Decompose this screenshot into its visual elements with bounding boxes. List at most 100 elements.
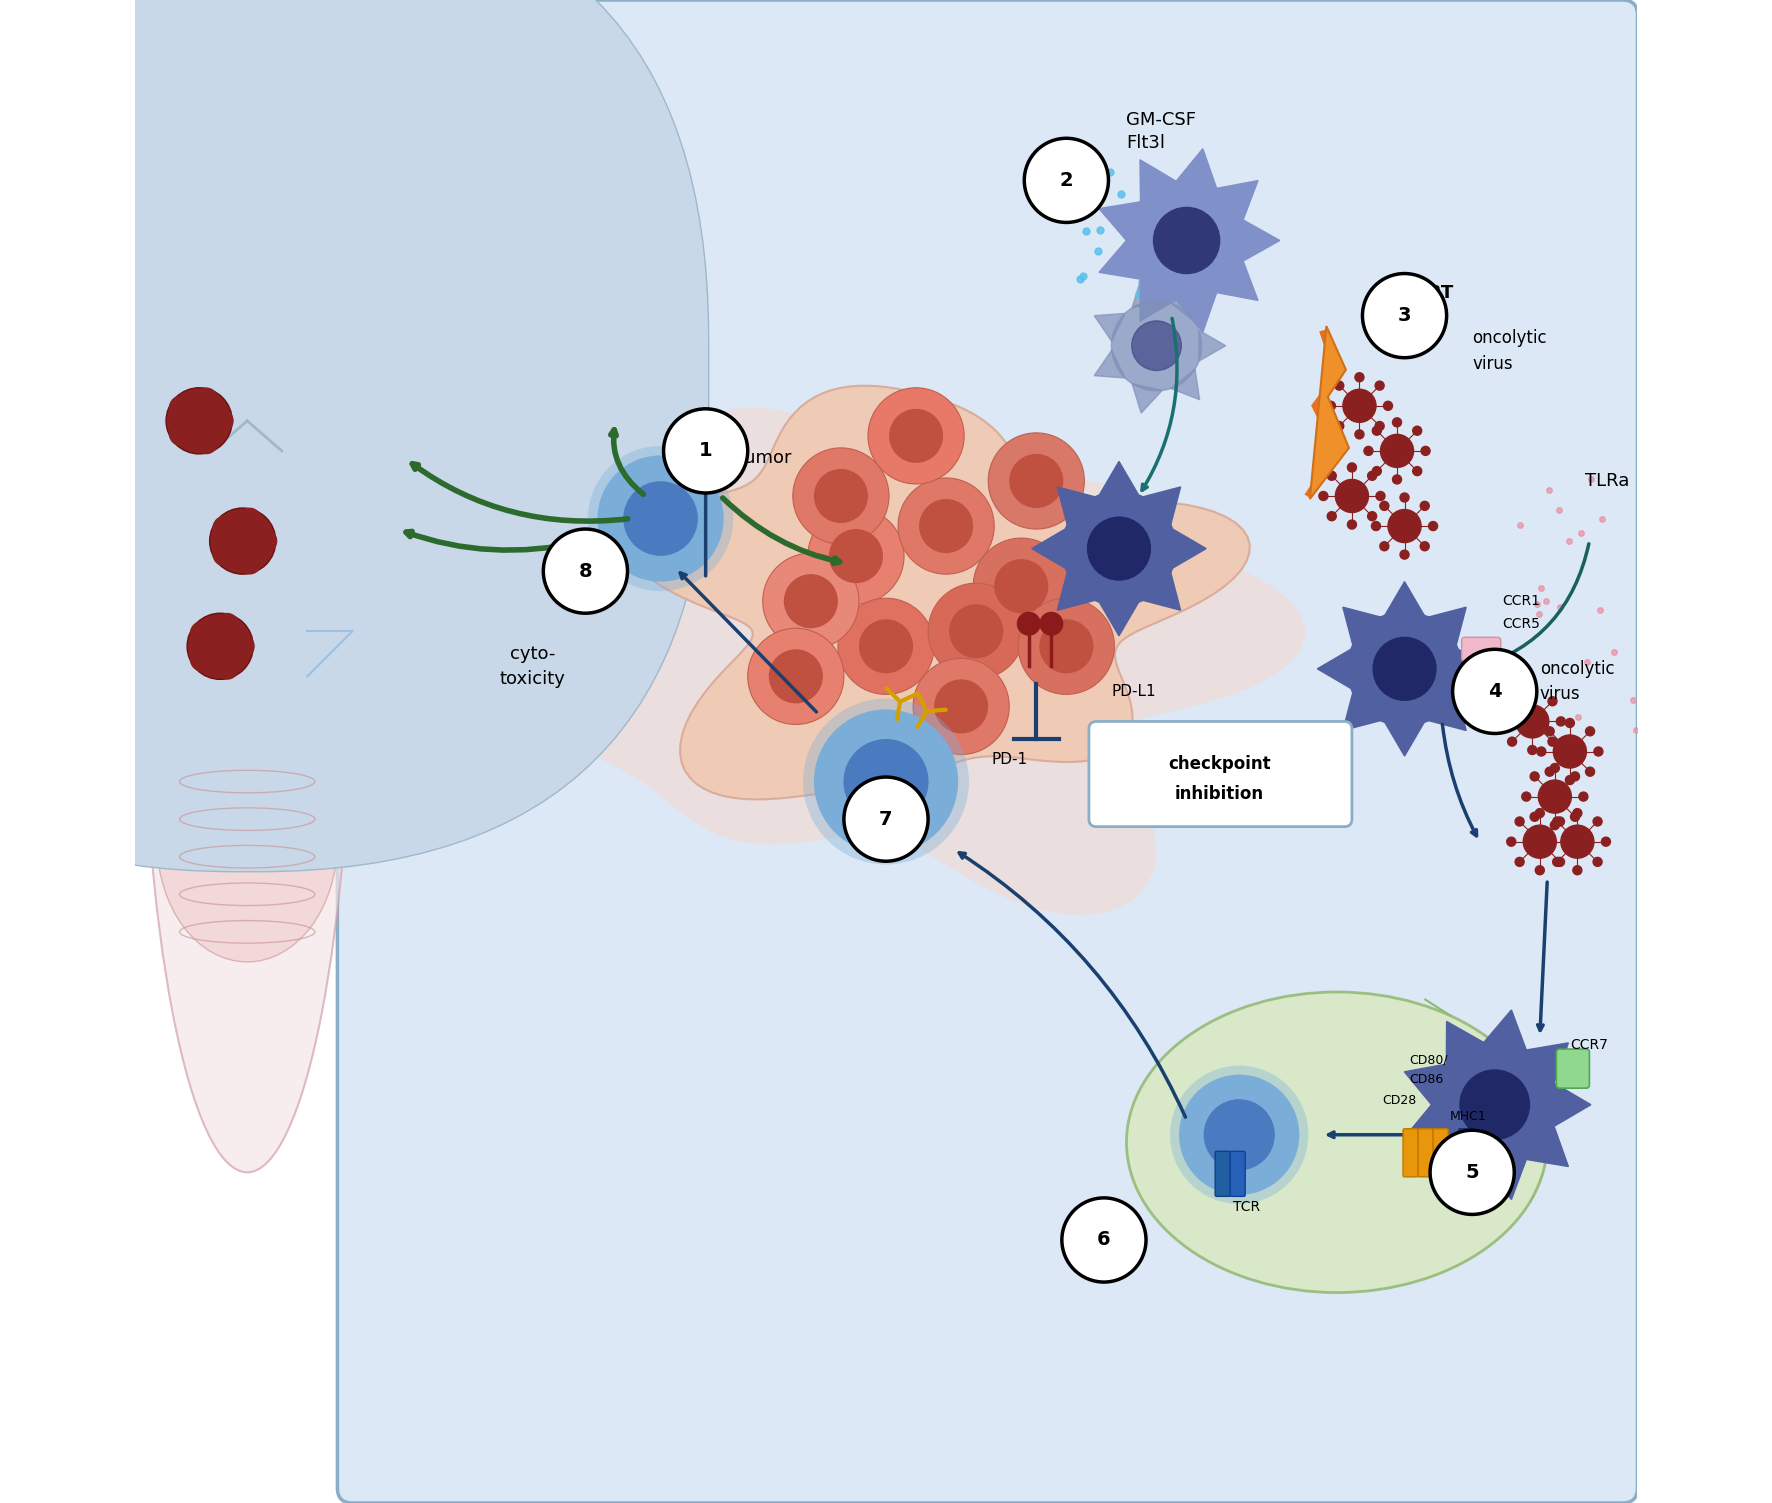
Circle shape	[829, 529, 882, 583]
Polygon shape	[1483, 1010, 1526, 1051]
Circle shape	[1384, 401, 1393, 410]
Circle shape	[1377, 491, 1386, 500]
Ellipse shape	[1127, 992, 1547, 1293]
Circle shape	[1453, 649, 1536, 733]
Ellipse shape	[248, 406, 315, 586]
Circle shape	[1561, 825, 1593, 858]
Circle shape	[929, 583, 1024, 679]
Text: 1: 1	[698, 442, 712, 460]
Circle shape	[195, 430, 218, 454]
Text: PD-L1: PD-L1	[1111, 684, 1155, 699]
Circle shape	[920, 499, 973, 553]
Ellipse shape	[179, 406, 246, 586]
Circle shape	[1061, 491, 1177, 606]
Circle shape	[843, 739, 929, 824]
Circle shape	[253, 529, 276, 553]
FancyBboxPatch shape	[1458, 1129, 1471, 1177]
Circle shape	[1363, 274, 1446, 358]
Circle shape	[1460, 1070, 1529, 1139]
Polygon shape	[1317, 649, 1350, 688]
Text: 7: 7	[879, 810, 893, 828]
Text: 6: 6	[1097, 1231, 1111, 1249]
Circle shape	[190, 621, 214, 645]
Circle shape	[1421, 446, 1430, 455]
Circle shape	[1400, 550, 1409, 559]
Circle shape	[1205, 1100, 1274, 1169]
Circle shape	[762, 553, 859, 649]
Polygon shape	[1446, 1145, 1483, 1187]
Circle shape	[1602, 837, 1611, 846]
Circle shape	[663, 409, 748, 493]
Text: TCR: TCR	[1233, 1199, 1260, 1214]
Text: MHC1: MHC1	[1449, 1111, 1487, 1123]
Text: Flt3l: Flt3l	[1127, 134, 1166, 152]
Text: toxicity: toxicity	[500, 670, 565, 688]
Polygon shape	[1217, 262, 1258, 301]
Polygon shape	[1058, 573, 1095, 610]
Polygon shape	[1099, 461, 1139, 494]
Polygon shape	[1099, 201, 1141, 240]
Circle shape	[1318, 491, 1327, 500]
Polygon shape	[1526, 1126, 1568, 1166]
Circle shape	[1336, 479, 1368, 513]
Circle shape	[1565, 718, 1574, 727]
Polygon shape	[1386, 582, 1425, 615]
Circle shape	[1380, 502, 1389, 511]
Circle shape	[1527, 745, 1536, 755]
Circle shape	[1552, 818, 1561, 827]
Circle shape	[1393, 418, 1402, 427]
Circle shape	[1593, 818, 1602, 827]
Circle shape	[1400, 493, 1409, 502]
Circle shape	[1368, 511, 1377, 520]
Circle shape	[1380, 541, 1389, 550]
Polygon shape	[1058, 487, 1095, 525]
FancyBboxPatch shape	[1403, 1129, 1418, 1177]
Circle shape	[1545, 837, 1554, 846]
Circle shape	[1550, 821, 1559, 830]
Polygon shape	[1217, 180, 1258, 219]
Circle shape	[1515, 857, 1524, 866]
Circle shape	[1554, 735, 1586, 768]
Polygon shape	[1200, 331, 1226, 361]
Text: CCR1: CCR1	[1503, 594, 1540, 609]
Text: CD86: CD86	[1409, 1073, 1442, 1085]
Polygon shape	[1405, 1105, 1446, 1145]
Polygon shape	[1171, 292, 1200, 322]
Circle shape	[1508, 697, 1517, 706]
Text: checkpoint: checkpoint	[1168, 755, 1271, 773]
Circle shape	[1538, 780, 1572, 813]
Circle shape	[1334, 382, 1343, 391]
Text: 3: 3	[1398, 307, 1411, 325]
Polygon shape	[1099, 603, 1139, 636]
Circle shape	[1574, 866, 1582, 875]
Circle shape	[588, 446, 734, 591]
Circle shape	[1565, 776, 1574, 785]
Circle shape	[1579, 792, 1588, 801]
Circle shape	[1419, 541, 1430, 550]
Text: PD-1: PD-1	[991, 752, 1028, 767]
Circle shape	[1368, 472, 1377, 481]
Circle shape	[195, 388, 218, 412]
Circle shape	[1545, 767, 1554, 776]
Circle shape	[188, 613, 253, 679]
Circle shape	[803, 699, 969, 864]
Circle shape	[1586, 727, 1595, 736]
Circle shape	[597, 455, 723, 582]
Circle shape	[1586, 767, 1595, 776]
FancyBboxPatch shape	[1556, 1049, 1589, 1088]
Polygon shape	[627, 386, 1249, 800]
Circle shape	[1574, 809, 1582, 818]
Circle shape	[1524, 825, 1556, 858]
Circle shape	[838, 598, 934, 694]
Circle shape	[1556, 818, 1565, 827]
Polygon shape	[1099, 240, 1141, 280]
Circle shape	[1178, 1075, 1299, 1195]
Circle shape	[994, 559, 1049, 613]
Circle shape	[1570, 812, 1579, 821]
Polygon shape	[1173, 529, 1207, 568]
Circle shape	[898, 478, 994, 574]
Circle shape	[1356, 373, 1364, 382]
Polygon shape	[1244, 219, 1279, 262]
Circle shape	[1393, 475, 1402, 484]
Circle shape	[950, 604, 1003, 658]
